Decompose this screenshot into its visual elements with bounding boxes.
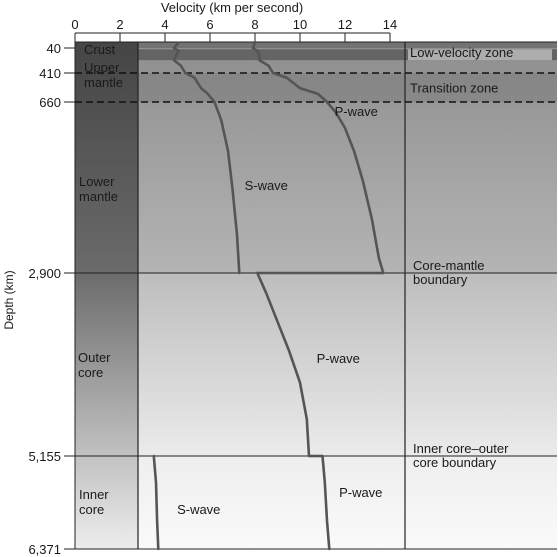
velocity-curves: [152, 41, 385, 551]
x-tick-label: 2: [116, 17, 123, 32]
x-tick-label: 12: [338, 17, 352, 32]
boundary-label: boundary: [413, 272, 468, 287]
x-axis-title: Velocity (km per second): [161, 0, 303, 15]
y-tick-label: 6,371: [28, 542, 61, 557]
x-tick-label: 14: [383, 17, 397, 32]
curve-label: P-wave: [339, 485, 382, 500]
y-tick-label: 5,155: [28, 449, 61, 464]
zone-label: Low-velocity zone: [410, 45, 513, 60]
curve-labels: P-wave S-wave P-wave P-wave S-wave: [177, 104, 382, 517]
x-tick-label: 10: [293, 17, 307, 32]
mantle-bg: [138, 42, 557, 273]
curve-label: S-wave: [245, 178, 288, 193]
curve-label: S-wave: [177, 502, 220, 517]
zone-label-band: [408, 49, 552, 61]
y-tick-label: 660: [39, 95, 61, 110]
boundary-label: core boundary: [413, 455, 497, 470]
curve-label: P-wave: [335, 104, 378, 119]
x-tick-label: 6: [206, 17, 213, 32]
p-wave-curve-mantle: [251, 41, 385, 275]
boundary-label: Inner core–outer: [413, 441, 509, 456]
s-wave-curve-inner-core: [152, 454, 160, 551]
y-axis-title: Depth (km): [2, 270, 16, 329]
zone-bands: [138, 49, 557, 102]
layer-label: core: [79, 502, 104, 517]
y-tick-label: 2,900: [28, 266, 61, 281]
layer-label: core: [78, 365, 103, 380]
x-tick-label: 0: [71, 17, 78, 32]
layer-label: Upper: [84, 60, 120, 75]
layer-label: mantle: [79, 189, 118, 204]
layer-label: Crust: [84, 42, 115, 57]
layer-label: Lower: [79, 174, 115, 189]
y-tick-label: 40: [47, 41, 61, 56]
zone-label: Transition zone: [410, 81, 498, 96]
x-tick-label: 4: [161, 17, 168, 32]
boundary-label: Core-mantle: [413, 258, 485, 273]
p-wave-curve-outer-core: [256, 271, 311, 458]
zone-band: [138, 73, 557, 102]
layer-labels: CrustUppermantleLowermantleOutercoreInne…: [78, 42, 123, 517]
x-tick-label: 8: [251, 17, 258, 32]
zone-band: [138, 49, 557, 61]
chart-frame: [74, 41, 557, 550]
y-tick-label: 410: [39, 66, 61, 81]
s-wave-curve-mantle: [172, 41, 241, 275]
layer-label: Inner: [79, 487, 109, 502]
inner-core-bg: [138, 456, 557, 549]
crust-band: [138, 42, 557, 48]
x-axis: Velocity (km per second) 0 2 4 6 8 10 12 14: [71, 0, 397, 42]
outer-core-bg: [138, 273, 557, 456]
curve-label: P-wave: [317, 351, 360, 366]
layer-column-bg: [75, 42, 138, 549]
layer-label: Outer: [78, 350, 111, 365]
layer-label: mantle: [84, 75, 123, 90]
layer-backgrounds: [75, 42, 557, 549]
y-axis: Depth (km) 40 410 660 2,900 5,155 6,371: [2, 41, 75, 557]
p-wave-curve-inner-core: [321, 454, 331, 551]
zone-labels: Transition zone Low-velocity zone Core-man…: [410, 45, 513, 470]
